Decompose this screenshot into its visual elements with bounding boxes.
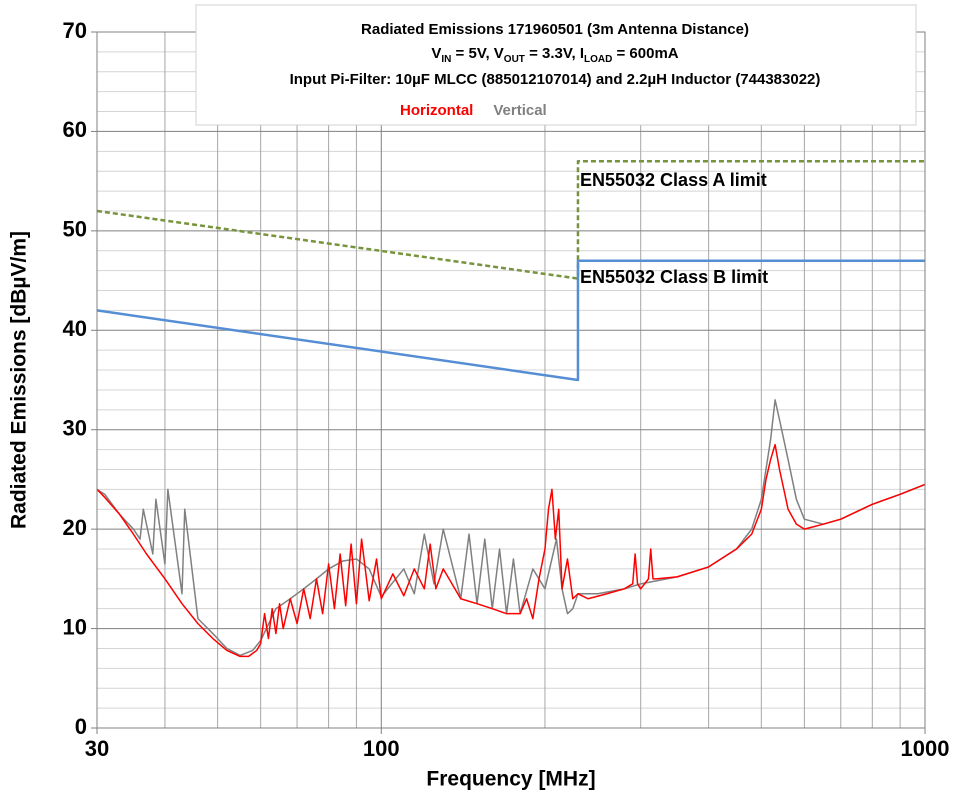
legend-entry: Horizontal bbox=[400, 102, 473, 119]
y-tick-label: 60 bbox=[63, 117, 87, 142]
chart-title: VIN = 5V, VOUT = 3.3V, ILOAD = 600mA bbox=[431, 45, 678, 65]
plot-frame bbox=[96, 31, 926, 729]
title-text: Input Pi-Filter: 10µF MLCC (885012107014… bbox=[290, 71, 821, 88]
y-tick-label: 50 bbox=[63, 217, 87, 242]
x-tick-label: 100 bbox=[363, 736, 400, 761]
y-tick-label: 30 bbox=[63, 416, 87, 441]
y-tick-label: 20 bbox=[63, 515, 87, 540]
legend-entry: Vertical bbox=[493, 102, 546, 119]
y-tick-label: 70 bbox=[63, 18, 87, 43]
y-tick-label: 10 bbox=[63, 614, 87, 639]
series-line bbox=[96, 443, 926, 658]
title-subscript: OUT bbox=[504, 54, 525, 65]
title-subscript: IN bbox=[441, 54, 451, 65]
title-text: = 600mA bbox=[612, 45, 678, 62]
series-line bbox=[96, 160, 925, 280]
chart-title: Radiated Emissions 171960501 (3m Antenna… bbox=[361, 21, 749, 38]
annotation: EN55032 Class B limit bbox=[580, 267, 768, 287]
chart-title: Input Pi-Filter: 10µF MLCC (885012107014… bbox=[290, 71, 821, 88]
title-group: Radiated Emissions 171960501 (3m Antenna… bbox=[290, 21, 821, 119]
series-line bbox=[96, 399, 926, 657]
grid bbox=[96, 31, 926, 729]
x-tick-label: 30 bbox=[85, 736, 109, 761]
title-text: V bbox=[431, 45, 441, 62]
title-subscript: LOAD bbox=[584, 54, 612, 65]
title-text: Radiated Emissions 171960501 (3m Antenna… bbox=[361, 21, 749, 38]
series-line bbox=[96, 259, 925, 382]
title-box bbox=[195, 4, 917, 126]
title-text: = 5V, V bbox=[451, 45, 503, 62]
title-text: = 3.3V, I bbox=[525, 45, 584, 62]
plot-marks bbox=[96, 160, 926, 658]
y-tick-label: 40 bbox=[63, 316, 87, 341]
x-axis-label: Frequency [MHz] bbox=[426, 768, 595, 791]
annotation: EN55032 Class A limit bbox=[580, 170, 767, 190]
y-tick-label: 0 bbox=[75, 714, 87, 739]
y-axis-label: Radiated Emissions [dBµV/m] bbox=[8, 231, 31, 529]
x-tick-label: 1000 bbox=[901, 736, 950, 761]
